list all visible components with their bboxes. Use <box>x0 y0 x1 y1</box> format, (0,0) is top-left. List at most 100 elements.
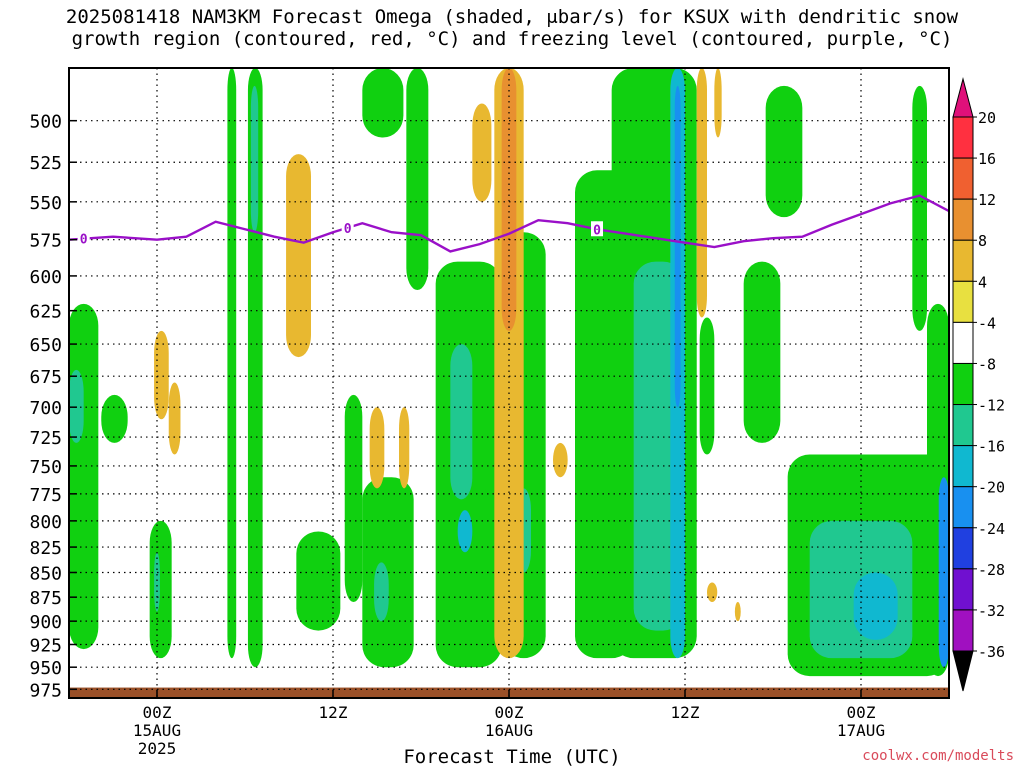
y-tick-label: 550 <box>29 193 62 214</box>
omega-region <box>362 68 404 138</box>
y-tick-label: 600 <box>29 267 62 288</box>
y-tick-label: 775 <box>29 485 62 506</box>
y-tick-label: 650 <box>29 335 62 356</box>
colorbar-label: 16 <box>978 150 996 168</box>
freezing-level-contour: 0 0 0 <box>69 194 949 253</box>
colorbar-label: -12 <box>978 397 1005 415</box>
omega-region <box>472 103 492 202</box>
omega-region <box>853 572 898 640</box>
omega-region <box>406 68 429 290</box>
omega-region <box>296 531 341 631</box>
omega-region <box>450 344 473 500</box>
colorbar: 20 16 12 8 4 -4 -8 -12 -16 -20 -24 -28 -32 -36 <box>952 77 1005 692</box>
freezing-level-line <box>69 194 949 253</box>
x-tick-label: 00Z <box>495 703 524 722</box>
omega-region <box>168 382 181 455</box>
x-tick-label: 00Z <box>143 703 172 722</box>
chart-title-line-1: 2025081418 NAM3KM Forecast Omega (shaded… <box>65 6 959 28</box>
omega-region <box>374 562 389 622</box>
freezing-label-bg <box>341 219 354 235</box>
omega-region <box>69 369 84 443</box>
colorbar-top-arrow <box>952 77 974 118</box>
omega-region <box>399 407 410 489</box>
omega-region <box>743 261 781 443</box>
y-tick-label: 625 <box>29 302 62 323</box>
y-tick-label: 975 <box>29 680 62 701</box>
y-axis: 500 525 550 575 600 625 650 675 700 725 750 775 800 8… <box>29 112 77 701</box>
colorbar-segment <box>952 116 974 159</box>
omega-region <box>286 154 311 358</box>
x-tick-year-label: 2025 <box>138 739 177 758</box>
colorbar-label: -32 <box>978 602 1005 620</box>
y-tick-label: 525 <box>29 153 62 174</box>
omega-region <box>457 510 473 553</box>
omega-region <box>369 407 385 489</box>
x-tick-label: 00Z <box>847 703 876 722</box>
y-tick-label: 700 <box>29 398 62 419</box>
freezing-level-label: 0 <box>593 223 601 238</box>
omega-region <box>699 317 715 455</box>
chart-title: 2025081418 NAM3KM Forecast Omega (shaded… <box>0 6 1024 50</box>
colorbar-segment <box>952 321 974 364</box>
omega-region <box>250 85 259 233</box>
omega-region <box>707 582 718 603</box>
colorbar-label: 8 <box>978 232 987 250</box>
omega-region <box>154 330 169 420</box>
y-tick-label: 800 <box>29 512 62 533</box>
colorbar-label: -4 <box>978 314 996 332</box>
y-tick-label: 725 <box>29 428 62 449</box>
chart-title-line-2: growth region (contoured, red, °C) and f… <box>71 28 953 50</box>
y-tick-label: 850 <box>29 563 62 584</box>
freezing-label-bg <box>77 230 90 246</box>
colorbar-label: -24 <box>978 520 1005 538</box>
colorbar-segment <box>952 362 974 406</box>
freezing-level-label: 0 <box>344 222 352 237</box>
colorbar-label: 20 <box>978 109 996 127</box>
colorbar-label: 4 <box>978 273 987 291</box>
x-tick-date-label: 15AUG <box>133 721 181 740</box>
freezing-label-bg <box>591 221 603 237</box>
omega-shading <box>69 68 949 677</box>
omega-region <box>765 85 803 218</box>
x-tick-date-label: 17AUG <box>837 721 885 740</box>
x-tick-label: 12Z <box>319 703 348 722</box>
omega-region <box>734 602 741 622</box>
y-tick-label: 675 <box>29 367 62 388</box>
omega-region <box>501 68 517 331</box>
omega-region <box>101 394 128 443</box>
omega-region <box>696 68 707 318</box>
colorbar-segment <box>952 157 974 200</box>
x-tick-label: 12Z <box>671 703 700 722</box>
colorbar-label: 12 <box>978 191 996 209</box>
colorbar-label: -20 <box>978 479 1005 497</box>
omega-region <box>912 85 927 331</box>
colorbar-segment <box>952 609 974 652</box>
y-tick-label: 750 <box>29 457 62 478</box>
y-tick-label: 925 <box>29 635 62 656</box>
y-tick-label: 900 <box>29 612 62 633</box>
omega-region <box>227 68 237 659</box>
y-tick-label: 875 <box>29 588 62 609</box>
colorbar-label: -28 <box>978 561 1005 579</box>
gridlines <box>69 68 949 698</box>
y-tick-label: 500 <box>29 112 62 133</box>
y-tick-label: 950 <box>29 658 62 679</box>
omega-region <box>553 442 568 478</box>
colorbar-segment <box>952 445 974 488</box>
y-tick-label: 575 <box>29 231 62 252</box>
colorbar-segment <box>952 568 974 611</box>
omega-region <box>344 394 363 603</box>
colorbar-segment <box>952 198 974 241</box>
colorbar-label: -8 <box>978 355 996 373</box>
colorbar-segment <box>952 280 974 323</box>
colorbar-label: -16 <box>978 438 1005 456</box>
colorbar-label: -36 <box>978 643 1005 661</box>
x-tick-date-label: 16AUG <box>485 721 533 740</box>
omega-region <box>714 68 722 138</box>
freezing-level-label: 0 <box>80 233 88 248</box>
colorbar-segment <box>952 404 974 447</box>
credit-link[interactable]: coolwx.com/modelts <box>862 748 1014 764</box>
colorbar-segment <box>952 486 974 529</box>
colorbar-bottom-arrow <box>952 650 974 692</box>
